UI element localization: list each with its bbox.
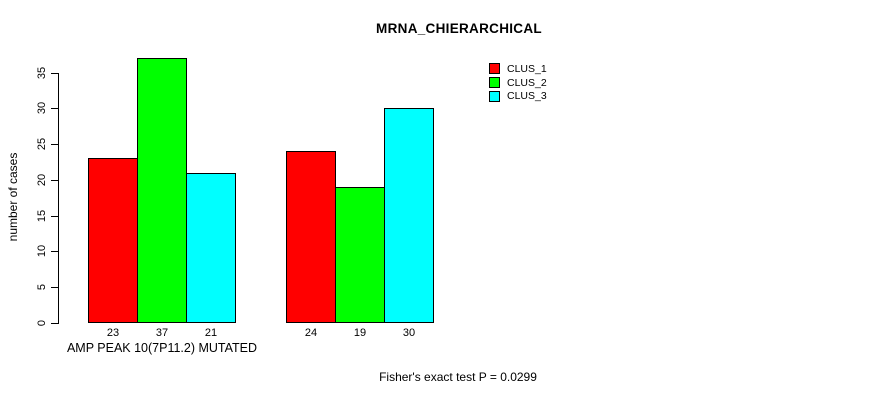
bar-value-label: 24 (304, 327, 318, 339)
bar-value-label: 21 (204, 327, 218, 339)
y-tick-label: 25 (36, 137, 48, 151)
y-tick-mark (50, 323, 58, 324)
y-axis-label: number of cases (6, 152, 20, 242)
legend-item-clus_1: CLUS_1 (489, 62, 547, 76)
bar-value-label: 30 (402, 327, 416, 339)
y-tick-mark (50, 215, 58, 217)
x-axis-group-label: AMP PEAK 10(7P11.2) MUTATED (66, 341, 258, 355)
y-tick-mark (50, 287, 58, 289)
y-tick-label: 5 (36, 284, 48, 291)
bar-clus_2-group1 (137, 58, 187, 323)
bar-clus_1-group1 (88, 158, 138, 323)
y-tick-label: 30 (36, 102, 48, 115)
legend-label: CLUS_1 (507, 62, 547, 75)
bar-value-label: 37 (155, 327, 169, 339)
legend-color-swatch (489, 77, 500, 89)
bar-clus_2-group2 (335, 187, 385, 323)
y-tick-mark (50, 144, 58, 146)
bar-clus_1-group2 (286, 151, 336, 323)
legend-item-clus_3: CLUS_3 (489, 89, 547, 103)
legend: CLUS_1 CLUS_2 CLUS_3 (489, 62, 547, 103)
y-tick-label: 0 (36, 319, 48, 327)
annotation-text: Fisher's exact test P = 0.0299 (379, 370, 537, 384)
y-tick-mark (50, 251, 58, 253)
y-axis-line (57, 72, 59, 324)
legend-label: CLUS_3 (507, 90, 547, 103)
legend-color-swatch (489, 63, 500, 75)
bar-value-label: 23 (106, 327, 120, 339)
legend-item-clus_2: CLUS_2 (489, 76, 547, 90)
y-tick-mark (50, 72, 58, 74)
y-tick-label: 15 (36, 209, 48, 222)
y-tick-mark (50, 108, 58, 110)
y-tick-label: 20 (36, 173, 48, 186)
y-tick-label: 10 (36, 245, 48, 258)
chart-title: MRNA_CHIERARCHICAL (376, 21, 542, 36)
y-tick-label: 35 (36, 66, 48, 79)
bar-clus_3-group1 (186, 172, 236, 323)
bar-value-label: 19 (353, 327, 367, 339)
bar-clus_3-group2 (384, 108, 434, 323)
legend-color-swatch (489, 90, 500, 102)
legend-label: CLUS_2 (507, 76, 547, 89)
y-tick-mark (50, 179, 58, 181)
